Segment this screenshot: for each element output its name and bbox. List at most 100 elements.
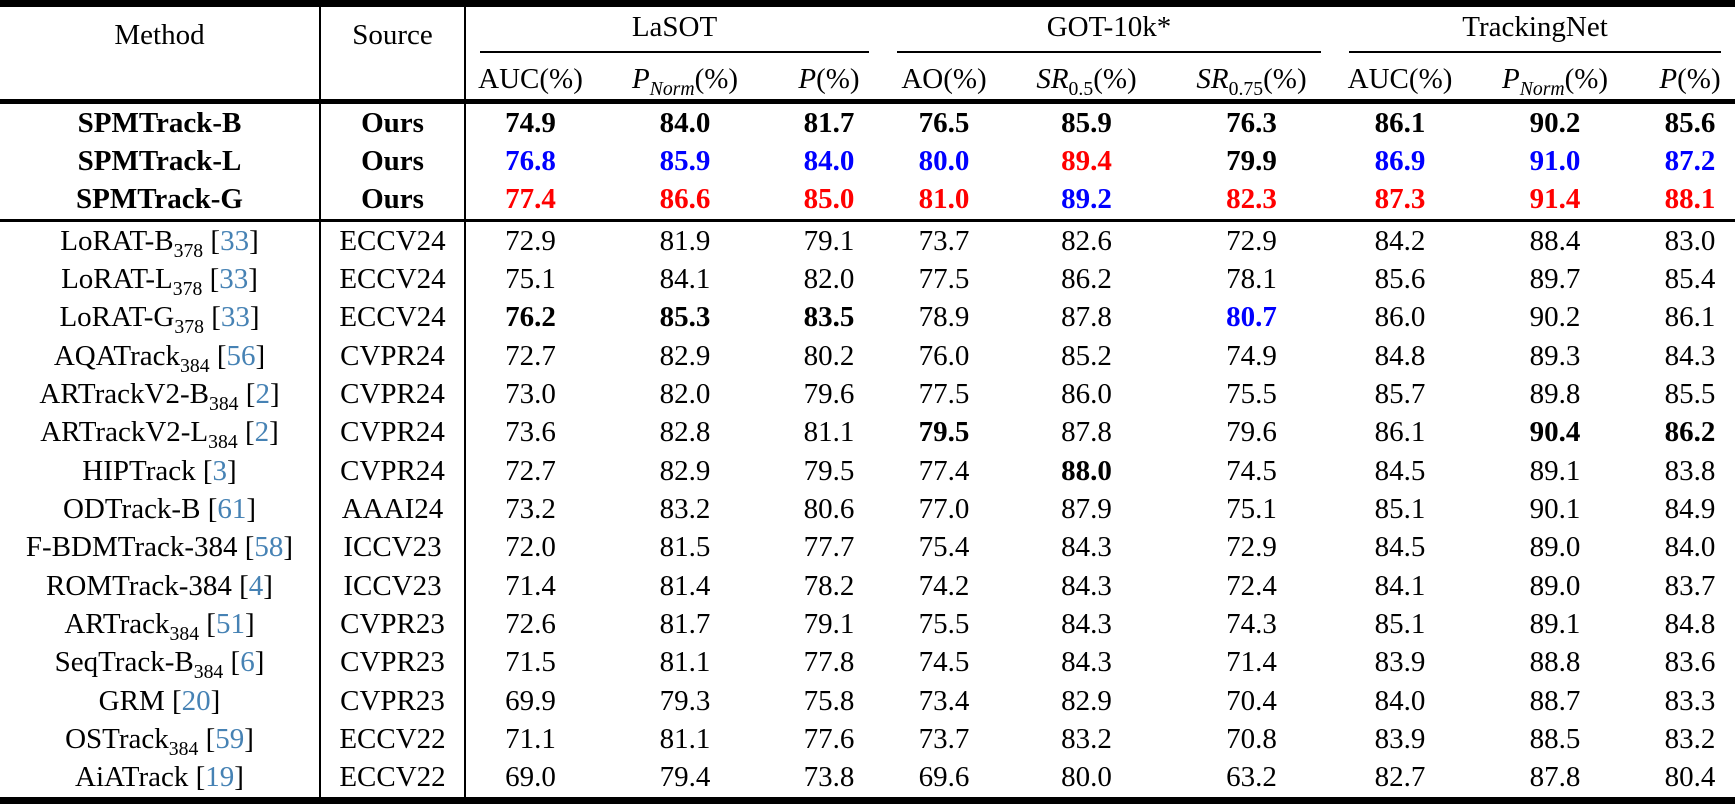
citation-link[interactable]: 51 xyxy=(215,607,245,640)
method-cell: LoRAT-G378 [33] xyxy=(0,298,321,337)
value-cell: 74.9 xyxy=(505,106,556,139)
citation-link[interactable]: 58 xyxy=(254,531,284,564)
value-cell: 69.6 xyxy=(918,761,970,794)
value-cell: 85.9 xyxy=(659,145,711,177)
table-row: LoRAT-L378 [33] ECCV24 75.1 84.1 82.0 77.5 86.… xyxy=(0,260,1735,299)
source-cell: CVPR23 xyxy=(320,643,466,682)
value-cell: 80.0 xyxy=(918,145,970,177)
citation-link[interactable]: 56 xyxy=(226,339,256,372)
value-cell: 77.5 xyxy=(918,262,970,295)
value-cell: 77.6 xyxy=(803,722,855,755)
value-cell: 80.2 xyxy=(803,339,855,372)
group-header-trackingnet: TrackingNet xyxy=(1349,13,1722,53)
value-cell: 83.9 xyxy=(1374,722,1426,755)
value-cell: 76.8 xyxy=(505,145,556,177)
citation-link[interactable]: 59 xyxy=(215,722,245,755)
value-cell: 84.8 xyxy=(1374,339,1426,372)
table-row: SPMTrack-B Ours 74.9 84.0 81.7 76.5 85.9 76.3 86… xyxy=(0,101,1735,143)
value-cell: 85.1 xyxy=(1374,492,1426,525)
value-cell: 85.1 xyxy=(1374,607,1426,640)
table-row: ARTrack384 [51] CVPR23 72.6 81.7 79.1 75.5 84.… xyxy=(0,605,1735,644)
value-cell: 86.2 xyxy=(1061,262,1112,295)
value-cell: 83.2 xyxy=(659,492,711,525)
value-cell: 74.2 xyxy=(918,569,970,602)
method-cell: SPMTrack-G xyxy=(0,180,321,222)
value-cell: 84.0 xyxy=(659,106,711,139)
citation-link[interactable]: 33 xyxy=(219,262,249,295)
value-cell: 82.9 xyxy=(1061,684,1112,717)
source-cell: CVPR24 xyxy=(320,336,466,376)
value-cell: 86.2 xyxy=(1664,416,1716,449)
table-row: HIPTrack [3] CVPR24 72.7 82.9 79.5 77.4 88.0 74… xyxy=(0,451,1735,491)
value-cell: 86.1 xyxy=(1664,301,1716,334)
value-cell: 73.0 xyxy=(505,377,556,410)
method-cell: AiATrack [19] xyxy=(0,758,321,801)
value-cell: 84.3 xyxy=(1664,339,1716,372)
source-cell: AAAI24 xyxy=(320,490,466,529)
value-cell: 78.2 xyxy=(803,569,855,602)
table-row: LoRAT-G378 [33] ECCV24 76.2 85.3 83.5 78.9 87.… xyxy=(0,298,1735,337)
value-cell: 85.6 xyxy=(1374,262,1426,295)
value-cell: 85.4 xyxy=(1664,262,1716,295)
col-header-tn-p: P(%) xyxy=(1645,59,1735,104)
value-cell: 84.3 xyxy=(1061,607,1112,640)
value-cell: 71.4 xyxy=(1226,646,1277,679)
table-row: SeqTrack-B384 [6] CVPR23 71.5 81.1 77.8 74.5 8… xyxy=(0,643,1735,682)
col-header-got-ao: AO(%) xyxy=(883,59,1005,104)
value-cell: 88.4 xyxy=(1529,224,1581,257)
value-cell: 84.0 xyxy=(1374,684,1426,717)
value-cell: 91.4 xyxy=(1465,180,1646,222)
method-cell: ARTrackV2-B384 [2] xyxy=(0,375,321,414)
col-header-method: Method xyxy=(0,3,321,104)
value-cell: 81.9 xyxy=(659,224,711,257)
table-row: AiATrack [19] ECCV22 69.0 79.4 73.8 69.6 80.0 6… xyxy=(0,758,1735,801)
table-row: SPMTrack-G Ours 77.4 86.6 85.0 81.0 89.2 82.3 87… xyxy=(0,180,1735,222)
value-cell: 89.1 xyxy=(1529,607,1581,640)
citation-link[interactable]: 19 xyxy=(205,761,235,794)
col-header-got-sr075: SR0.75(%) xyxy=(1168,59,1336,104)
table-row: OSTrack384 [59] ECCV22 71.1 81.1 77.6 73.7 83.… xyxy=(0,720,1735,759)
source-cell: Ours xyxy=(320,142,466,181)
citation-link[interactable]: 61 xyxy=(217,492,247,525)
value-cell: 85.6 xyxy=(1664,106,1716,139)
value-cell: 83.2 xyxy=(1664,722,1716,755)
source-cell: CVPR23 xyxy=(320,605,466,644)
value-cell: 89.1 xyxy=(1529,454,1581,487)
citation-link[interactable]: 2 xyxy=(254,416,270,449)
method-cell: ODTrack-B [61] xyxy=(0,490,321,529)
value-cell: 70.8 xyxy=(1226,722,1277,755)
table-row: ARTrackV2-B384 [2] CVPR24 73.0 82.0 79.6 77.5… xyxy=(0,375,1735,414)
value-cell: 75.8 xyxy=(803,684,855,717)
value-cell: 84.0 xyxy=(1664,531,1716,564)
citation-link[interactable]: 6 xyxy=(240,646,255,679)
value-cell: 75.1 xyxy=(505,262,556,295)
value-cell: 81.5 xyxy=(659,531,711,564)
value-cell: 73.4 xyxy=(918,684,970,717)
citation-link[interactable]: 33 xyxy=(220,301,250,334)
value-cell: 85.0 xyxy=(775,180,883,222)
value-cell: 83.6 xyxy=(1664,646,1716,679)
value-cell: 81.1 xyxy=(803,416,855,449)
source-cell: ECCV24 xyxy=(320,260,466,299)
value-cell: 91.0 xyxy=(1529,145,1581,177)
citation-link[interactable]: 33 xyxy=(220,224,250,257)
value-cell: 87.8 xyxy=(1061,416,1112,449)
source-cell: CVPR24 xyxy=(320,451,466,491)
source-cell: CVPR24 xyxy=(320,413,466,452)
value-cell: 79.5 xyxy=(803,454,855,487)
citation-link[interactable]: 3 xyxy=(212,454,228,487)
value-cell: 90.1 xyxy=(1529,492,1581,525)
value-cell: 82.7 xyxy=(1374,761,1426,794)
citation-link[interactable]: 20 xyxy=(181,684,211,717)
col-header-lasot-p: P(%) xyxy=(775,59,883,104)
value-cell: 84.0 xyxy=(803,145,855,177)
citation-link[interactable]: 2 xyxy=(255,377,270,410)
method-cell: GRM [20] xyxy=(0,681,321,721)
value-cell: 84.3 xyxy=(1061,569,1112,602)
citation-link[interactable]: 4 xyxy=(248,569,264,602)
table-row: AQATrack384 [56] CVPR24 72.7 82.9 80.2 76.0 85… xyxy=(0,336,1735,376)
value-cell: 89.8 xyxy=(1529,377,1581,410)
value-cell: 79.5 xyxy=(918,416,970,449)
value-cell: 70.4 xyxy=(1226,684,1277,717)
value-cell: 80.4 xyxy=(1664,761,1716,794)
